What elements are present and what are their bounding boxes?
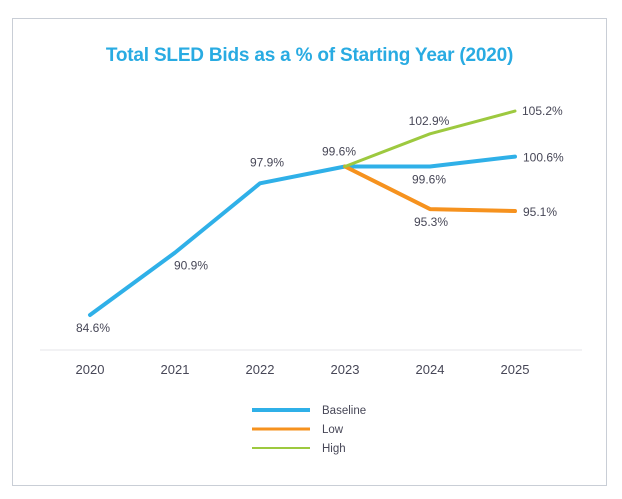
chart-card — [12, 18, 607, 486]
chart-title: Total SLED Bids as a % of Starting Year … — [105, 45, 514, 66]
